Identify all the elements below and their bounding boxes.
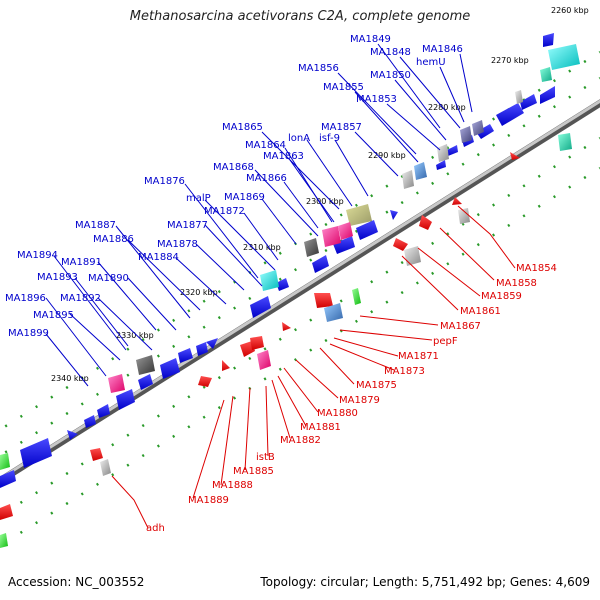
gene-label: MA1863 (263, 151, 304, 162)
gene-label: MA1885 (233, 466, 274, 477)
gene-label: MA1889 (188, 495, 229, 506)
tick-label: 2310 kbp (243, 243, 281, 252)
gene-label: MA1848 (370, 47, 411, 58)
gene-label: MA1894 (17, 250, 58, 261)
gene-label: MA1881 (300, 422, 341, 433)
gene-label: MA1873 (384, 366, 425, 377)
gene-label: MA1891 (61, 257, 102, 268)
tick-label: 2290 kbp (368, 151, 406, 160)
gene-label: MA1876 (144, 176, 185, 187)
genome-stats: Topology: circular; Length: 5,751,492 bp… (260, 575, 590, 589)
tick-label: 2280 kbp (428, 103, 466, 112)
gene-label: istB (256, 452, 275, 463)
gene-label: MA1854 (516, 263, 557, 274)
gene-label: MA1884 (138, 252, 179, 263)
gene-label: MA1868 (213, 162, 254, 173)
gene-label: MA1850 (370, 70, 411, 81)
gene-label: MA1899 (8, 328, 49, 339)
gene-label: MA1853 (356, 94, 397, 105)
forward-leaders (45, 43, 473, 387)
tick-label: 2320 kbp (180, 288, 218, 297)
gene-label: MA1865 (222, 122, 263, 133)
feature-boxes (0, 44, 580, 548)
gene-label: MA1846 (422, 44, 463, 55)
gene-label: MA1855 (323, 82, 364, 93)
gene-label: MA1849 (350, 34, 391, 45)
gene-label: hemU (416, 57, 446, 68)
reverse-labels: MA1854 MA1858 MA1859 MA1861 MA1867 pepF … (146, 263, 557, 534)
gene-label: MA1857 (321, 122, 362, 133)
map-title: Methanosarcina acetivorans C2A, complete… (129, 9, 471, 24)
gene-label: MA1871 (398, 351, 439, 362)
tick-label: 2340 kbp (51, 374, 89, 383)
gene-label: MA1866 (246, 173, 287, 184)
tick-label: 2300 kbp (306, 197, 344, 206)
gene-label: MA1872 (204, 206, 245, 217)
gene-label: MA1892 (60, 293, 101, 304)
gene-label: malP (186, 193, 211, 204)
gene-label: MA1878 (157, 239, 198, 250)
gene-label: MA1856 (298, 63, 339, 74)
tick-label: 2330 kbp (116, 331, 154, 340)
gene-label: MA1864 (245, 140, 286, 151)
tick-guides (0, 50, 600, 548)
gene-label: MA1888 (212, 480, 253, 491)
gene-label: MA1882 (280, 435, 321, 446)
gene-label: MA1879 (339, 395, 380, 406)
reverse-leaders (111, 205, 516, 529)
gene-label: MA1895 (33, 310, 74, 321)
tick-label: 2260 kbp (551, 6, 589, 15)
tick-label: 2270 kbp (491, 56, 529, 65)
gene-label: MA1875 (356, 380, 397, 391)
accession-text: Accession: NC_003552 (8, 575, 145, 589)
gene-label: lonA (288, 133, 310, 144)
gene-label: MA1880 (317, 408, 358, 419)
gene-label: MA1890 (88, 273, 129, 284)
gene-label: MA1869 (224, 192, 265, 203)
scale-ticks: 2260 kbp 2270 kbp 2280 kbp 2290 kbp 2300… (51, 6, 589, 383)
forward-labels: MA1849 MA1848 MA1846 hemU MA1856 MA1850 … (5, 34, 463, 339)
gene-label: MA1861 (460, 306, 501, 317)
gene-label: MA1858 (496, 278, 537, 289)
gene-label: MA1893 (37, 272, 78, 283)
gene-label: MA1886 (93, 234, 134, 245)
gene-label: pepF (433, 336, 458, 347)
gene-label: MA1877 (167, 220, 208, 231)
gene-label: MA1887 (75, 220, 116, 231)
gene-label: MA1896 (5, 293, 46, 304)
gene-label: isf-9 (319, 133, 340, 144)
gene-label: adh (146, 523, 165, 534)
gene-label: MA1859 (481, 291, 522, 302)
reverse-cds (0, 152, 520, 520)
gene-label: MA1867 (440, 321, 481, 332)
